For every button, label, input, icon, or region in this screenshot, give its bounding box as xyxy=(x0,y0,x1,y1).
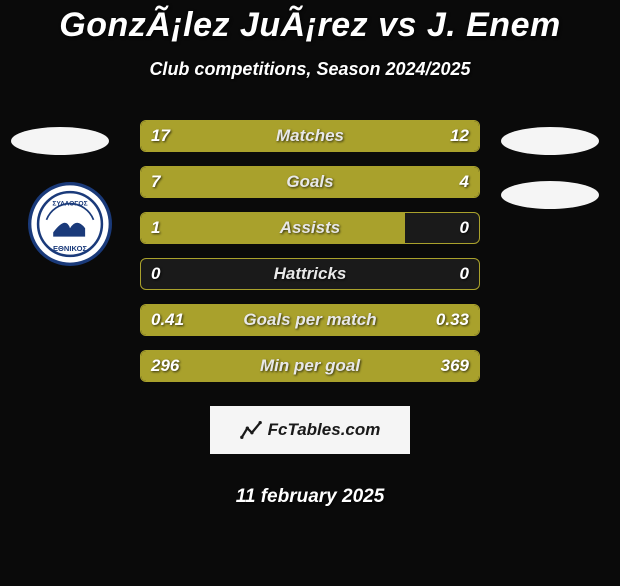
stat-row: 0 Hattricks 0 xyxy=(140,258,480,290)
page-date: 11 february 2025 xyxy=(236,486,385,508)
brand-banner[interactable]: FcTables.com xyxy=(210,406,410,454)
stats-container: 17 Matches 12 7 Goals 4 1 Assists 0 0 Ha… xyxy=(0,120,620,508)
chart-icon xyxy=(240,419,262,441)
stat-value-right: 0 xyxy=(450,259,479,289)
stat-value-right: 12 xyxy=(440,121,479,151)
stat-value-right: 369 xyxy=(431,351,479,381)
stat-value-right: 0.33 xyxy=(426,305,479,335)
stat-value-left: 0.41 xyxy=(141,305,194,335)
stat-value-left: 7 xyxy=(141,167,170,197)
page-title: GonzÃ¡lez JuÃ¡rez vs J. Enem xyxy=(0,6,620,45)
stat-row: 296 Min per goal 369 xyxy=(140,350,480,382)
stat-label: Hattricks xyxy=(141,259,479,289)
stat-value-left: 0 xyxy=(141,259,170,289)
stat-bar-left xyxy=(141,213,405,243)
stat-row: 7 Goals 4 xyxy=(140,166,480,198)
stat-row: 17 Matches 12 xyxy=(140,120,480,152)
brand-label: FcTables.com xyxy=(268,420,381,440)
stat-row: 1 Assists 0 xyxy=(140,212,480,244)
stat-bar-left xyxy=(141,167,356,197)
stat-value-right: 0 xyxy=(450,213,479,243)
stat-value-left: 17 xyxy=(141,121,180,151)
stat-value-left: 296 xyxy=(141,351,189,381)
stat-value-left: 1 xyxy=(141,213,170,243)
stat-row: 0.41 Goals per match 0.33 xyxy=(140,304,480,336)
page-subtitle: Club competitions, Season 2024/2025 xyxy=(0,59,620,80)
stat-value-right: 4 xyxy=(450,167,479,197)
